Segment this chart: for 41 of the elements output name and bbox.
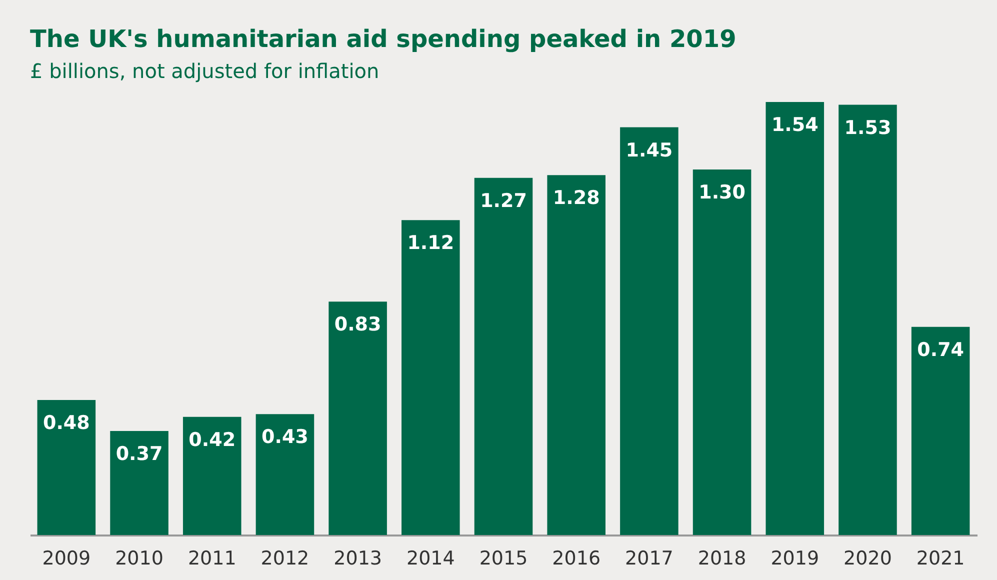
data-label: 1.27 [480, 190, 527, 212]
bar [402, 220, 460, 535]
x-tick-label: 2012 [260, 548, 310, 570]
bar [110, 430, 168, 535]
x-tick-label: 2014 [406, 548, 455, 570]
bar [692, 169, 752, 535]
data-label: 1.30 [698, 181, 746, 204]
data-label: 0.74 [917, 338, 964, 361]
data-label: 1.53 [844, 116, 892, 139]
data-label: 0.48 [42, 412, 90, 434]
data-label: 0.83 [334, 314, 382, 336]
data-label: 1.54 [771, 114, 818, 136]
chart-title: The UK's humanitarian aid spending peaked in 2019 [30, 25, 736, 53]
data-label: 1.28 [552, 187, 600, 210]
x-tick-label: 2015 [479, 548, 528, 570]
bar [838, 104, 897, 535]
data-label: 0.42 [188, 428, 236, 451]
x-tick-label: 2010 [115, 548, 164, 570]
bar [256, 414, 314, 535]
bar [37, 400, 96, 535]
x-tick-label: 2021 [916, 548, 965, 570]
x-tick-label: 2018 [698, 548, 746, 570]
bar [620, 127, 678, 535]
x-tick-label: 2011 [188, 548, 236, 570]
x-tick-label: 2009 [42, 548, 91, 570]
data-label: 0.43 [262, 426, 308, 448]
data-label: 1.45 [626, 139, 673, 162]
bar [182, 416, 242, 535]
data-label: 1.12 [407, 232, 454, 254]
bar [766, 102, 824, 535]
bar [911, 326, 970, 535]
bar [328, 302, 387, 535]
data-label: 0.37 [116, 442, 163, 465]
x-tick-label: 2020 [844, 548, 892, 570]
x-tick-label: 2016 [552, 548, 601, 570]
x-tick-label: 2019 [770, 548, 820, 570]
bar [474, 178, 533, 535]
bar [547, 175, 606, 535]
x-tick-label: 2013 [334, 548, 382, 570]
chart-subtitle: £ billions, not adjusted for inflation [30, 59, 380, 83]
x-tick-label: 2017 [625, 548, 674, 570]
